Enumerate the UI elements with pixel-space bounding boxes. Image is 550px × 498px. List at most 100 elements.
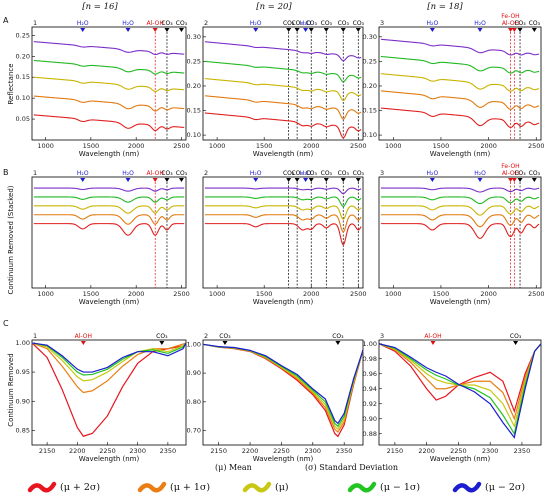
panel-c3: 3 2150 2200 2250 2300 2350 Wavelength (nm) 0.88… bbox=[363, 332, 542, 463]
y-tick-label: 0.05 bbox=[16, 115, 30, 123]
x-tick-label: 2500 bbox=[173, 142, 190, 150]
x-axis-label: Wavelength (nm) bbox=[430, 150, 491, 158]
panel-number: 1 bbox=[33, 332, 37, 340]
x-tick-label: 2250 bbox=[273, 447, 290, 455]
x-tick-label: 2000 bbox=[303, 290, 320, 298]
feature-label: CO₃ bbox=[283, 170, 295, 177]
feature-label: H₂O bbox=[474, 170, 486, 177]
y-tick-label: 0.10 bbox=[16, 94, 30, 102]
spectrum-line bbox=[33, 187, 185, 192]
y-tick-label: 0.88 bbox=[363, 430, 377, 438]
ylabel-row-c: Continuum Removed bbox=[7, 353, 15, 427]
ylabel-row-b: Continuum Removed (Stacked) bbox=[7, 185, 15, 294]
feature-marker bbox=[294, 178, 300, 182]
feature-marker bbox=[511, 28, 517, 32]
spectrum-line bbox=[204, 78, 362, 102]
spectrum-line bbox=[204, 41, 362, 62]
feature-label: H₂O bbox=[250, 20, 262, 27]
series-line bbox=[31, 342, 187, 394]
feature-marker bbox=[80, 341, 86, 345]
y-tick-label: 0.80 bbox=[187, 398, 201, 406]
spectrum-line bbox=[380, 223, 540, 239]
x-tick-label: 2500 bbox=[528, 142, 545, 150]
y-tick-label: 0.92 bbox=[363, 400, 377, 408]
spectrum-line bbox=[380, 196, 540, 205]
legend-label: (μ) bbox=[275, 482, 289, 493]
panel-c1: 1 2150 2200 2250 2300 2350 Wavelength (nm) 0.85… bbox=[16, 332, 187, 463]
series-line bbox=[378, 343, 542, 439]
panel-a3: 3 1000 1500 2000 2500 Wavelength (nm) 0.10 0.15… bbox=[363, 13, 545, 158]
y-tick-label: 0.95 bbox=[16, 368, 30, 376]
panel-number: 3 bbox=[380, 169, 384, 177]
y-tick-label: 0.15 bbox=[16, 73, 30, 81]
feature-marker bbox=[253, 28, 259, 32]
sample-count-1: [n = 16] bbox=[82, 2, 118, 12]
feature-label: CO₃ bbox=[291, 170, 303, 177]
y-tick-label: 0.25 bbox=[16, 31, 30, 39]
x-tick-label: 1500 bbox=[83, 290, 100, 298]
feature-marker bbox=[508, 178, 514, 182]
x-tick-label: 2150 bbox=[210, 447, 227, 455]
feature-marker bbox=[517, 178, 523, 182]
feature-label: CO₃ bbox=[283, 20, 295, 27]
feature-marker bbox=[531, 28, 537, 32]
feature-marker bbox=[125, 178, 131, 182]
feature-marker bbox=[531, 178, 537, 182]
feature-label: H₂O bbox=[122, 170, 134, 177]
x-tick-label: 2250 bbox=[450, 447, 467, 455]
feature-marker bbox=[222, 341, 228, 345]
feature-label: CO₃ bbox=[291, 20, 303, 27]
x-tick-label: 1000 bbox=[209, 142, 226, 150]
series-line bbox=[378, 343, 542, 436]
spectrum-line bbox=[380, 214, 540, 228]
spectrum-line bbox=[380, 55, 540, 74]
x-tick-label: 2000 bbox=[480, 290, 497, 298]
x-tick-label: 2350 bbox=[160, 447, 177, 455]
plot-frame bbox=[202, 176, 364, 289]
legend-swatch bbox=[347, 481, 377, 493]
spectrum-line bbox=[204, 223, 362, 246]
x-tick-label: 2500 bbox=[350, 142, 367, 150]
x-tick-label: 2500 bbox=[173, 290, 190, 298]
spectrum-line bbox=[204, 60, 362, 83]
feature-marker bbox=[80, 28, 86, 32]
feature-marker bbox=[430, 341, 436, 345]
feature-label: CO₃ bbox=[529, 20, 541, 27]
feature-label: CO₃ bbox=[353, 20, 365, 27]
x-tick-label: 1500 bbox=[433, 290, 450, 298]
y-tick-label: 0.20 bbox=[16, 52, 30, 60]
plot-frame bbox=[378, 339, 542, 446]
feature-label: H₂O bbox=[300, 20, 312, 27]
x-axis-label: Wavelength (nm) bbox=[430, 455, 491, 463]
panel-c2: 2 2150 2200 2250 2300 2350 Wavelength (nm) 0.70… bbox=[187, 332, 364, 463]
y-tick-label: 0.70 bbox=[187, 427, 201, 435]
plot-frame bbox=[378, 176, 542, 289]
panels-layer: 1 1000 1500 2000 2500 Wavelength (nm) 0.05 0.10… bbox=[16, 13, 545, 463]
y-tick-label: 0.10 bbox=[187, 131, 201, 139]
feature-label: CO₃ bbox=[510, 333, 522, 340]
x-tick-label: 2200 bbox=[418, 447, 435, 455]
x-tick-label: 2300 bbox=[129, 447, 146, 455]
y-tick-label: 0.90 bbox=[187, 369, 201, 377]
spectrum-line bbox=[204, 214, 362, 233]
y-tick-label: 1.00 bbox=[16, 339, 30, 347]
feature-marker bbox=[429, 28, 435, 32]
legend-title-sd: (σ) Standard Deviation bbox=[305, 463, 398, 472]
y-tick-label: 0.20 bbox=[187, 82, 201, 90]
legend-items: (μ + 2σ) (μ + 1σ) (μ) (μ − 1σ) (μ − 2σ) bbox=[27, 481, 525, 493]
x-tick-label: 2000 bbox=[480, 142, 497, 150]
feature-marker bbox=[164, 28, 170, 32]
spectrum-line bbox=[204, 187, 362, 195]
legend-label: (μ + 2σ) bbox=[60, 482, 100, 493]
x-tick-label: 2500 bbox=[528, 290, 545, 298]
feature-marker bbox=[308, 178, 314, 182]
panel-number: 1 bbox=[33, 19, 37, 27]
feature-marker bbox=[340, 178, 346, 182]
feature-label: Al-OH bbox=[147, 170, 164, 177]
legend-swatch bbox=[137, 481, 167, 493]
feature-marker bbox=[355, 28, 361, 32]
plot-frame bbox=[378, 26, 542, 141]
plot-frame bbox=[31, 176, 187, 289]
feature-label: CO₃ bbox=[176, 20, 188, 27]
series-line bbox=[202, 343, 364, 425]
